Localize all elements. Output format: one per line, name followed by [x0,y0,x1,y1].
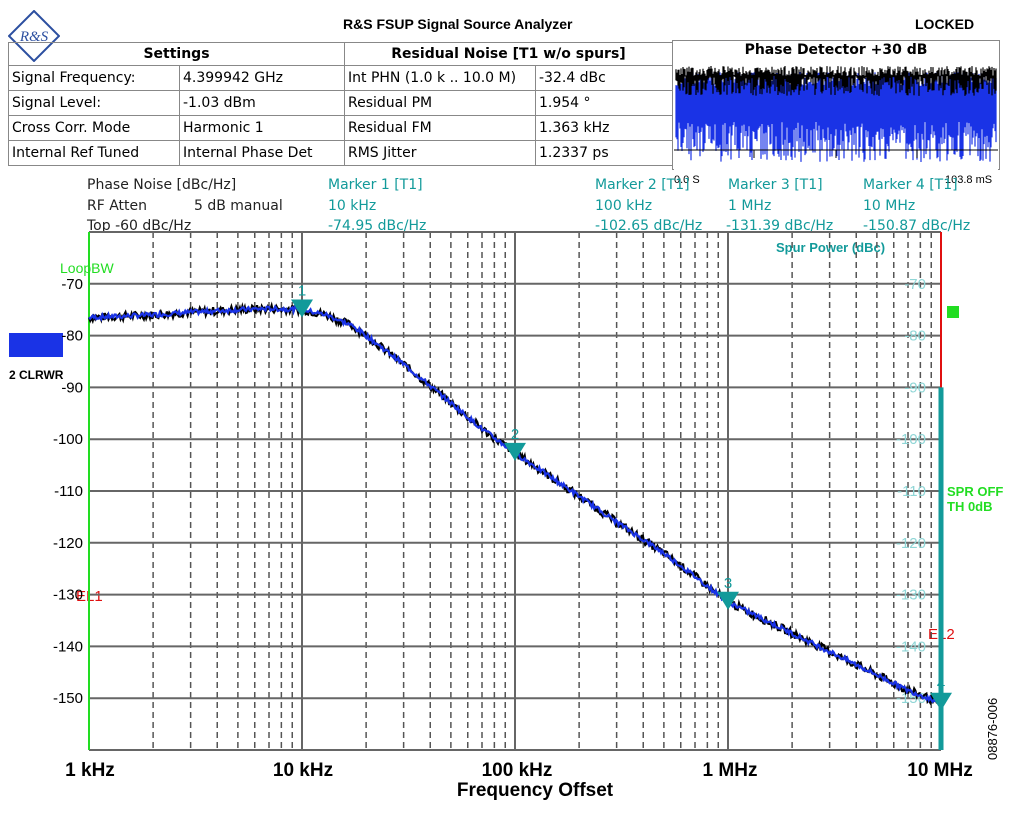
marker-1-freq: 10 kHz [328,198,377,214]
marker-2-number: 2 [511,426,519,443]
setting-label: Cross Corr. Mode [8,115,180,141]
lock-status: LOCKED [915,16,975,32]
residual-value: 1.2337 ps [535,140,673,166]
top-ref: Top -60 dBc/Hz [87,218,192,234]
y-axis-ticks: -70 -80 -90 -100 -110 -120 -130 -140 -150 [53,276,83,707]
residual-label: Residual PM [344,90,536,116]
residual-value: -32.4 dBc [535,65,673,91]
marker-2-freq: 100 kHz [595,198,653,214]
setting-label: Internal Ref Tuned [8,140,180,166]
rf-atten-label: RF Atten [87,198,148,214]
right-y-tick-label: -70 [904,276,926,293]
spur-power-label: Spur Power (dBc) [776,240,886,255]
marker-4-freq: 10 MHz [863,198,916,214]
x-tick-10mhz: 10 MHz [907,760,973,781]
right-y-tick-label: -100 [896,431,926,448]
phase-detector-noise [675,66,997,162]
trace-mode-label: 2 CLRWR [9,368,64,382]
right-y-tick-label: -90 [904,379,926,396]
spr-off-label: SPR OFF [947,484,1004,499]
pd-noise-black [675,66,997,96]
right-y-axis-ticks: -70-80-90-100-110-120-130-140-150 [896,276,926,707]
y-tick-label: -100 [53,431,83,448]
phase-detector-plot [674,62,998,170]
residual-label: Residual FM [344,115,536,141]
marker-3-freq: 1 MHz [728,198,772,214]
app-title: R&S FSUP Signal Source Analyzer [343,16,573,32]
right-y-tick-label: -110 [897,483,926,500]
y-tick-label: -130 [53,587,83,604]
x-tick-10khz: 10 kHz [272,760,334,781]
x-axis-title: Frequency Offset [456,780,614,801]
y-tick-label: -80 [61,328,83,345]
marker-4-value: -150.87 dBc/Hz [863,218,971,234]
marker-3-label: Marker 3 [T1] [728,177,823,193]
y-tick-label: -110 [54,483,83,500]
residual-value: 1.954 ° [535,90,673,116]
setting-label: Signal Level: [8,90,180,116]
y-tick-label: -150 [53,690,83,707]
marker-2-label: Marker 2 [T1] [595,177,690,193]
x-tick-1mhz: 1 MHz [702,760,758,781]
right-y-tick-label: -120 [896,535,926,552]
marker-1-triangle [291,299,313,318]
threshold-label: TH 0dB [947,499,993,514]
spur-indicator [947,306,959,318]
y-tick-label: -70 [61,276,83,293]
residual-heading: Residual Noise [T1 w/o spurs] [344,42,673,66]
trace-color-swatch [9,333,63,357]
chart-markers: 1 2 3 4 [291,282,952,711]
settings-table: Settings Residual Noise [T1 w/o spurs] S… [8,42,673,166]
rf-atten-value: 5 dB manual [194,198,283,214]
setting-label: Signal Frequency: [8,65,180,91]
y-tick-label: -90 [61,379,83,396]
marker-1-number: 1 [298,282,306,299]
marker-3-triangle [717,591,739,610]
marker-1-label: Marker 1 [T1] [328,177,423,193]
right-y-tick-label: -130 [896,587,926,604]
right-y-tick-label: -140 [896,638,926,655]
marker-4-label: Marker 4 [T1] [863,177,958,193]
x-tick-100khz: 100 kHz [481,760,553,781]
phase-detector-heading: Phase Detector +30 dB [744,42,928,58]
setting-value: Internal Phase Det [179,140,345,166]
pd-time-start: 0.0 S [674,174,700,186]
marker-4-number: 4 [937,676,945,693]
pd-time-end: 103.8 mS [945,174,993,186]
residual-label: RMS Jitter [344,140,536,166]
right-y-tick-label: -80 [904,328,926,345]
trace-units: Phase Noise [dBc/Hz] [87,177,237,193]
logo-text: R&S [19,29,49,45]
pd-noise-blue [675,72,997,162]
marker-2-triangle [504,442,526,461]
loopbw-label: LoopBW [60,260,114,276]
marker-4-triangle [930,692,952,711]
x-tick-1khz: 1 kHz [65,760,115,781]
y-tick-label: -140 [53,638,83,655]
marker-3-number: 3 [724,575,732,592]
marker-1-value: -74.95 dBc/Hz [328,218,427,234]
chart-grid [88,231,944,751]
marker-2-value: -102.65 dBc/Hz [595,218,703,234]
y-tick-label: -120 [53,535,83,552]
marker-3-value: -131.39 dBc/Hz [726,218,834,234]
